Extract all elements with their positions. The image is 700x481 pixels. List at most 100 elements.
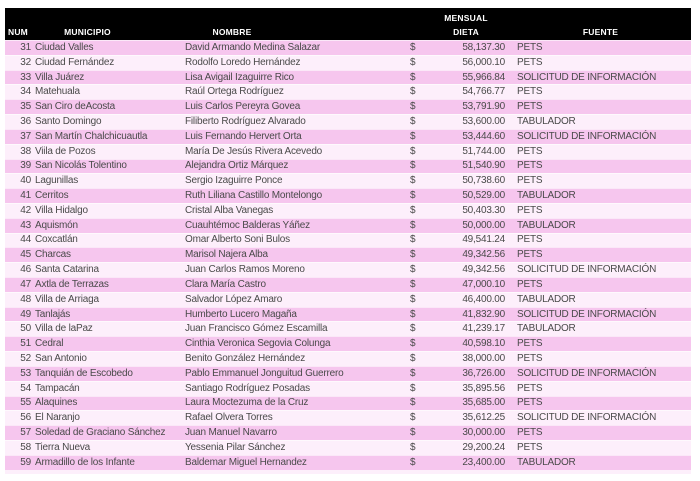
currency-symbol: $ bbox=[410, 323, 416, 335]
cell-dieta: $ 23,400.00 bbox=[405, 457, 510, 468]
table-row[interactable]: 48 Villa de Arriaga Salvador López Amaro… bbox=[5, 291, 691, 307]
cell-nombre: Santiago Rodríguez Posadas bbox=[185, 382, 310, 394]
cell-nombre: Rafael Olvera Torres bbox=[185, 412, 273, 424]
header-dieta-line2: DIETA bbox=[453, 27, 479, 37]
cell-nombre: Omar Alberto Soni Bulos bbox=[185, 234, 290, 246]
currency-symbol: $ bbox=[410, 204, 416, 216]
cell-num: 48 bbox=[20, 293, 31, 305]
table-row[interactable]: 52 San Antonio Benito González Hernández… bbox=[5, 351, 691, 366]
table-row[interactable]: 39 San Nicolás Tolentino Alejandra Ortiz… bbox=[5, 158, 691, 174]
table-row[interactable]: 31 Ciudad Valles David Armando Medina Sa… bbox=[5, 40, 691, 55]
table-row[interactable]: 42 Villa Hidalgo Cristal Alba Vanegas $ … bbox=[5, 202, 691, 218]
table-row[interactable]: 43 Aquismón Cuauhtémoc Balderas Yáñez $ … bbox=[5, 217, 691, 233]
cell-municipio: Matehuala bbox=[35, 86, 80, 98]
cell-fuente: PETS bbox=[517, 204, 543, 216]
table-row[interactable]: 45 Charcas Marisol Najera Alba $ 49,342.… bbox=[5, 247, 691, 263]
table-header-row: NUM MUNICIPIO NOMBRE MENSUAL DIETA FUENT… bbox=[5, 8, 691, 40]
table-row[interactable]: 47 Axtla de Terrazas Clara María Castro … bbox=[5, 277, 691, 292]
cell-fuente: TABULADOR bbox=[517, 190, 576, 202]
dieta-amount: 53,600.00 bbox=[462, 115, 505, 127]
dieta-amount: 53,444.60 bbox=[462, 130, 505, 142]
cell-nombre: Luis Fernando Hervert Orta bbox=[185, 130, 302, 142]
table-row[interactable]: 41 Cerritos Ruth Liliana Castillo Montel… bbox=[5, 188, 691, 203]
cell-dieta: $ 50,529.00 bbox=[405, 190, 510, 201]
table-row[interactable]: 32 Ciudad Fernández Rodolfo Loredo Herná… bbox=[5, 54, 691, 70]
currency-symbol: $ bbox=[410, 441, 416, 453]
table-row[interactable]: 58 Tierra Nueva Yessenia Pilar Sánchez $… bbox=[5, 439, 691, 455]
cell-num: 50 bbox=[20, 323, 31, 335]
dieta-amount: 55,966.84 bbox=[462, 71, 505, 83]
table-row[interactable]: 44 Coxcatlán Omar Alberto Soni Bulos $ 4… bbox=[5, 232, 691, 248]
table-row[interactable]: 34 Matehuala Raúl Ortega Rodríguez $ 54,… bbox=[5, 84, 691, 100]
cell-municipio: Santa Catarina bbox=[35, 264, 99, 276]
dieta-amount: 49,342.56 bbox=[462, 249, 505, 261]
dieta-amount: 51,744.00 bbox=[462, 145, 505, 157]
table-row[interactable]: 37 San Martín Chalchicuautla Luis Fernan… bbox=[5, 128, 691, 144]
table-row[interactable]: 54 Tampacán Santiago Rodríguez Posadas $… bbox=[5, 380, 691, 396]
cell-num: 52 bbox=[20, 352, 31, 364]
cell-fuente: PETS bbox=[517, 175, 543, 187]
table-row[interactable]: 46 Santa Catarina Juan Carlos Ramos More… bbox=[5, 262, 691, 277]
cell-fuente: PETS bbox=[517, 145, 543, 157]
cell-nombre: Baldemar Miguel Hernandez bbox=[185, 456, 307, 468]
table-row[interactable]: 40 Lagunillas Sergio Izaguirre Ponce $ 5… bbox=[5, 173, 691, 189]
currency-symbol: $ bbox=[410, 367, 416, 379]
cell-num: 59 bbox=[20, 456, 31, 468]
currency-symbol: $ bbox=[410, 278, 416, 290]
currency-symbol: $ bbox=[410, 412, 416, 424]
cell-fuente: TABULADOR bbox=[517, 219, 576, 231]
dieta-amount: 56,000.10 bbox=[462, 56, 505, 68]
cell-dieta: $ 50,738.60 bbox=[405, 175, 510, 186]
cell-fuente: PETS bbox=[517, 441, 543, 453]
table-row[interactable]: 50 Villa de laPaz Juan Francisco Gómez E… bbox=[5, 321, 691, 337]
header-fuente: FUENTE bbox=[510, 8, 691, 40]
table-row[interactable]: 49 Tanlajás Humberto Lucero Magaña $ 41,… bbox=[5, 306, 691, 322]
cell-nombre: Ruth Liliana Castillo Montelongo bbox=[185, 190, 323, 202]
cell-municipio: Charcas bbox=[35, 249, 71, 261]
cell-municipio: Tanquián de Escobedo bbox=[35, 367, 133, 379]
cell-fuente: PETS bbox=[517, 160, 543, 172]
cell-nombre: Juan Manuel Navarro bbox=[185, 427, 277, 439]
dieta-amount: 38,000.00 bbox=[462, 352, 505, 364]
table-row[interactable]: 59 Armadillo de los Infante Baldemar Mig… bbox=[5, 454, 691, 470]
table-row[interactable]: 56 El Naranjo Rafael Olvera Torres $ 35,… bbox=[5, 410, 691, 426]
currency-symbol: $ bbox=[410, 397, 416, 409]
currency-symbol: $ bbox=[410, 308, 416, 320]
dieta-amount: 50,000.00 bbox=[462, 219, 505, 231]
cell-municipio: Aquismón bbox=[35, 219, 78, 231]
dieta-amount: 35,895.56 bbox=[462, 382, 505, 394]
table-row[interactable]: 33 Villa Juárez Lisa Avigail Izaguirre R… bbox=[5, 69, 691, 85]
currency-symbol: $ bbox=[410, 160, 416, 172]
cell-municipio: Soledad de Graciano Sánchez bbox=[35, 427, 166, 439]
table-row[interactable]: 53 Tanquián de Escobedo Pablo Emmanuel J… bbox=[5, 365, 691, 381]
cell-nombre: Benito González Hernández bbox=[185, 352, 306, 364]
currency-symbol: $ bbox=[410, 456, 416, 468]
cell-municipio: Villa Hidalgo bbox=[35, 204, 88, 216]
table-row[interactable]: 55 Alaquines Laura Moctezuma de la Cruz … bbox=[5, 395, 691, 411]
cell-fuente: PETS bbox=[517, 56, 543, 68]
dieta-amount: 46,400.00 bbox=[462, 293, 505, 305]
currency-symbol: $ bbox=[410, 249, 416, 261]
cell-municipio: Armadillo de los Infante bbox=[35, 456, 135, 468]
cell-municipio: Villa de laPaz bbox=[35, 323, 93, 335]
cell-nombre: Cinthia Veronica Segovia Colunga bbox=[185, 338, 331, 350]
cell-municipio: Viila de Pozos bbox=[35, 145, 96, 157]
cell-nombre: Pablo Emmanuel Jonguitud Guerrero bbox=[185, 367, 344, 379]
cell-num: 32 bbox=[20, 56, 31, 68]
dieta-amount: 29,200.24 bbox=[462, 441, 505, 453]
cell-municipio: Axtla de Terrazas bbox=[35, 278, 109, 290]
table-row[interactable]: 57 Soledad de Graciano Sánchez Juan Manu… bbox=[5, 425, 691, 440]
cell-fuente: TABULADOR bbox=[517, 115, 576, 127]
table-row[interactable]: 51 Cedral Cinthia Veronica Segovia Colun… bbox=[5, 336, 691, 352]
table-row[interactable]: 36 Santo Domingo Filiberto Rodríguez Alv… bbox=[5, 114, 691, 129]
cell-nombre: Marisol Najera Alba bbox=[185, 249, 268, 261]
cell-num: 34 bbox=[20, 86, 31, 98]
cell-num: 42 bbox=[20, 204, 31, 216]
dieta-amount: 23,400.00 bbox=[462, 456, 505, 468]
table-row[interactable]: 35 San Ciro deAcosta Luis Carlos Pereyra… bbox=[5, 99, 691, 115]
cell-dieta: $ 46,400.00 bbox=[405, 294, 510, 305]
cell-municipio: Tierra Nueva bbox=[35, 441, 91, 453]
cell-municipio: Tampacán bbox=[35, 382, 80, 394]
table-row[interactable]: 38 Viila de Pozos María De Jesús Rivera … bbox=[5, 143, 691, 159]
cell-dieta: $ 49,541.24 bbox=[405, 234, 510, 245]
